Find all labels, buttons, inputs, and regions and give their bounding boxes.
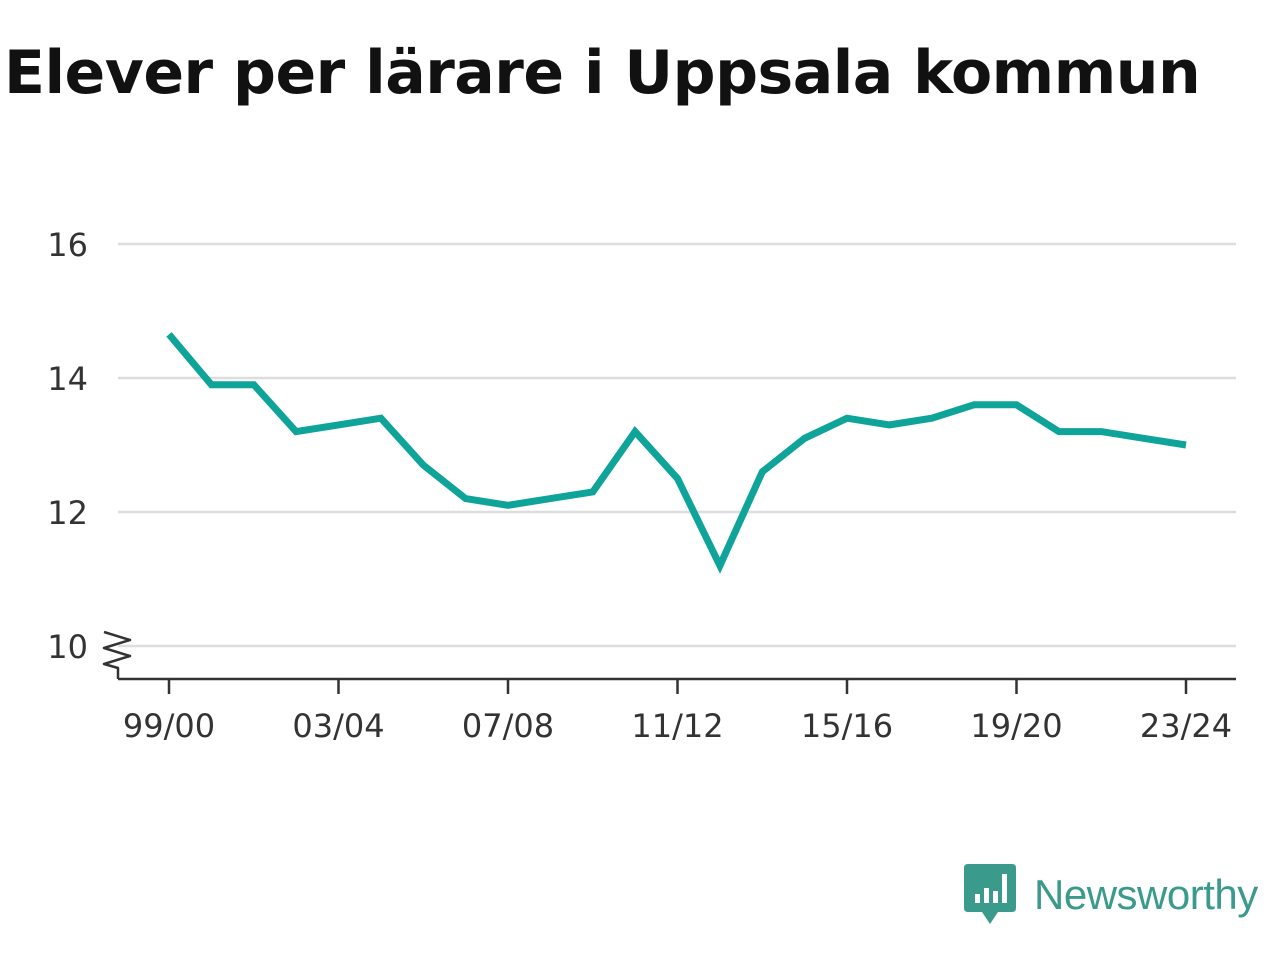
x-tick-label-99-00: 99/00 [123, 707, 215, 745]
y-tick-label-10: 10 [47, 628, 88, 666]
chart-title: Elever per lärare i Uppsala kommun [4, 38, 1201, 108]
y-axis-break-icon [102, 630, 132, 679]
brand: Newsworthy [964, 864, 1258, 926]
series-line-0 [166, 332, 1187, 574]
x-tick-label-19-20: 19/20 [970, 707, 1062, 745]
x-tick-label-03-04: 03/04 [292, 707, 384, 745]
line-chart: 10 12 14 16 99/00 03/04 07/08 11/12 15/16 19/20 2… [47, 226, 1236, 745]
x-tick-label-07-08: 07/08 [462, 707, 554, 745]
y-axis-tick-labels: 10 12 14 16 [47, 226, 88, 666]
y-tick-label-16: 16 [47, 226, 88, 264]
x-tick-label-11-12: 11/12 [631, 707, 723, 745]
newsworthy-logo-icon [964, 864, 1016, 924]
y-tick-label-12: 12 [47, 494, 88, 532]
x-axis [102, 630, 1236, 681]
y-tick-label-14: 14 [47, 360, 88, 398]
series-group [166, 332, 1187, 574]
x-axis-ticks: 99/00 03/04 07/08 11/12 15/16 19/20 23/24 [123, 679, 1232, 745]
brand-name: Newsworthy [1034, 871, 1258, 918]
x-tick-label-15-16: 15/16 [801, 707, 893, 745]
gridlines [118, 242, 1236, 648]
x-tick-label-23-24: 23/24 [1140, 707, 1232, 745]
